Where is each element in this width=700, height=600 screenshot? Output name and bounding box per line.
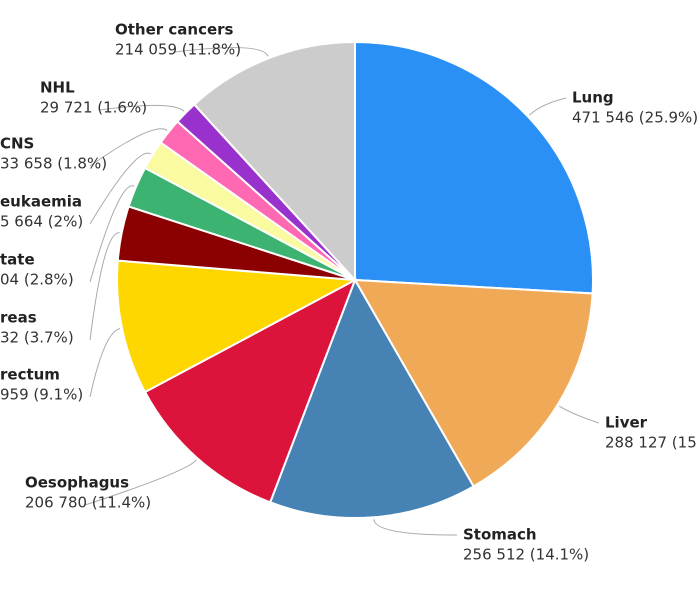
leader-line [89,328,121,398]
slice-value-label: 959 (9.1%) [0,386,83,404]
slice-name: tate [0,251,35,269]
leader-line [84,459,197,506]
slice-name: Stomach [463,526,537,544]
slice-value-label: 288 127 (15 [605,434,697,452]
slice-value-label: 5 664 (2%) [0,213,83,231]
slice-value-label: 214 059 (11.8%) [115,41,241,59]
leader-line [89,232,120,341]
leader-line [373,519,458,536]
leader-line [558,405,600,424]
slice-name: Oesophagus [25,474,129,492]
pie-slice [192,40,356,283]
slice-name: CNS [0,135,34,153]
pie-slice [116,259,359,394]
pie-slice [354,40,594,295]
slice-name: rectum [0,366,60,384]
leader-line [99,104,185,112]
slice-name: Lung [572,89,614,107]
pie-slice [268,277,475,519]
slice-value-label: 04 (2.8%) [0,271,74,289]
leader-line [89,152,152,225]
leader-line [529,97,567,116]
slice-name: Liver [605,414,648,432]
slice-value-label: 32 (3.7%) [0,329,74,347]
leader-line [89,185,135,283]
slice-value-label: 33 658 (1.8%) [0,155,107,173]
slice-value-label: 256 512 (14.1%) [463,546,589,564]
slice-value-label: 29 721 (1.6%) [40,99,147,117]
pie-slice [353,278,594,488]
leader-line [89,128,168,167]
pie-slice [143,277,357,504]
slice-value-label: 206 780 (11.4%) [25,494,151,512]
leader-line [174,47,269,57]
slice-value-label: 471 546 (25.9%) [572,109,698,127]
slice-name: NHL [40,79,75,97]
slice-name: eukaemia [0,193,82,211]
slice-name: Other cancers [115,21,234,39]
slice-name: reas [0,309,37,327]
